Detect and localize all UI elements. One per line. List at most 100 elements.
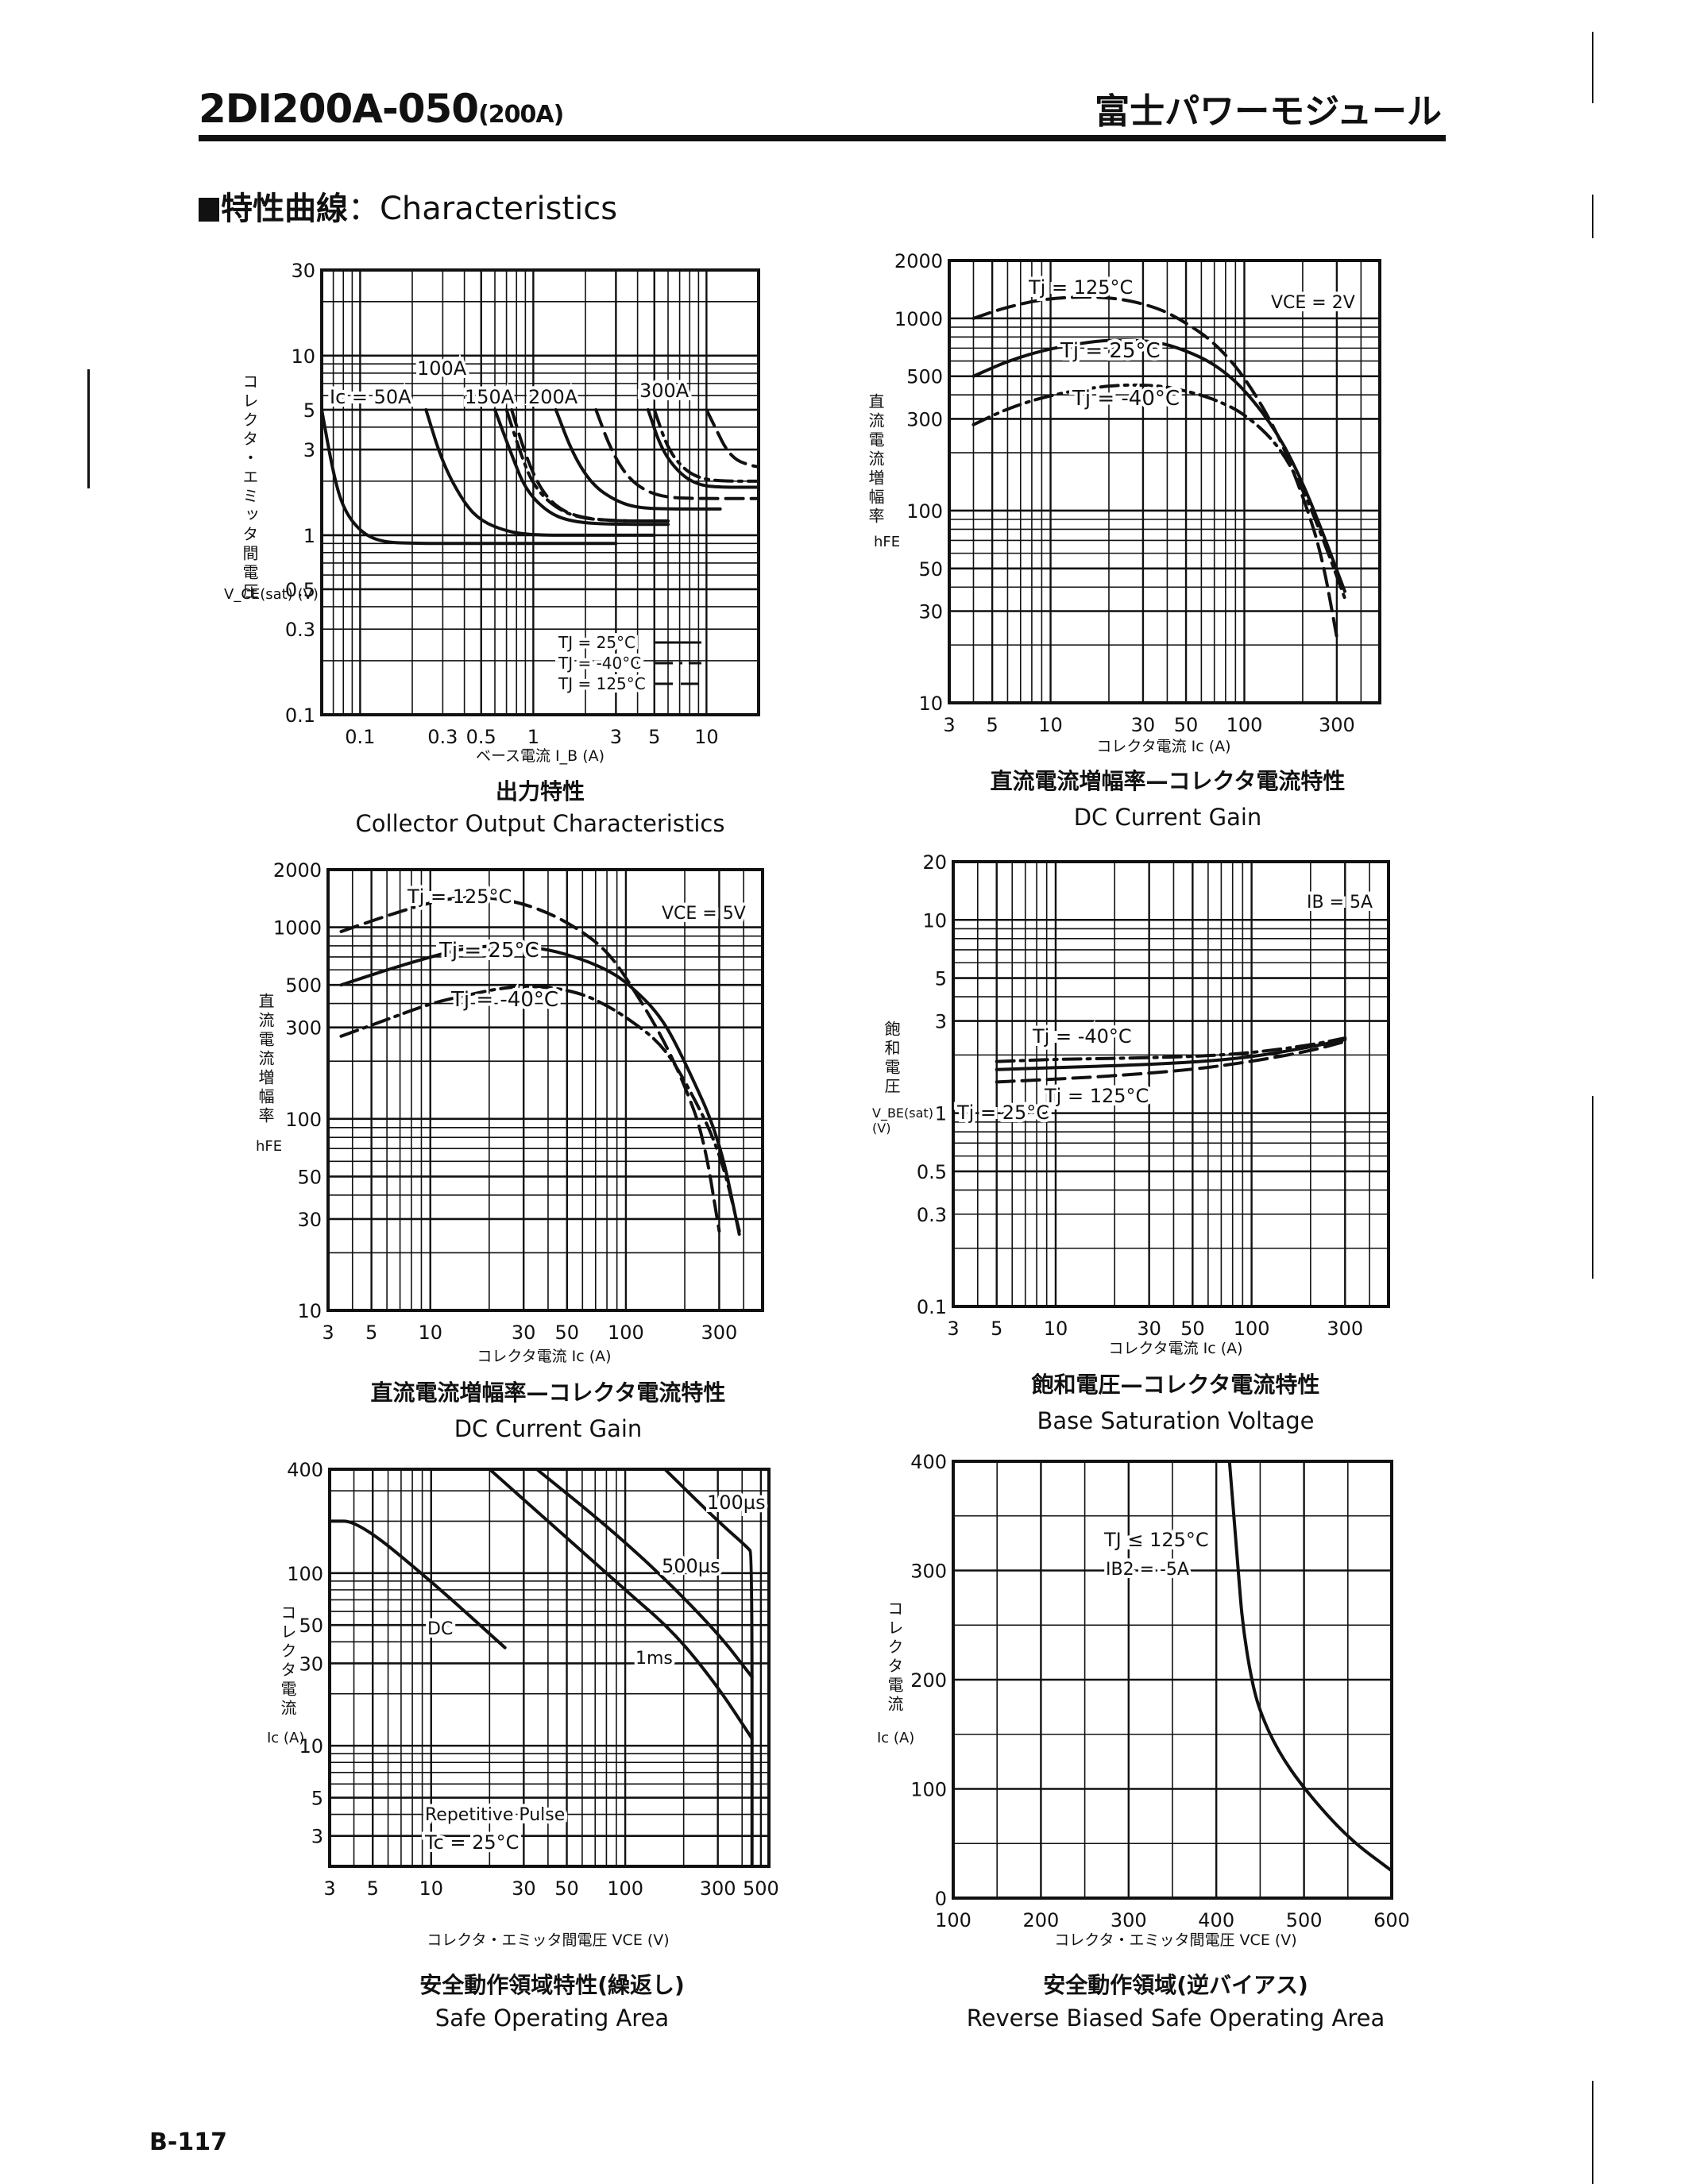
chart-annotation: 100A	[417, 357, 467, 380]
x-axis-label: コレクタ電流 Ic (A)	[1108, 1340, 1243, 1357]
y-tick-label: 30	[299, 1653, 323, 1675]
chart-annotation: 1ms	[635, 1649, 673, 1669]
y-tick-label: 3	[935, 1011, 947, 1033]
scan-edge-mark	[1592, 1096, 1593, 1279]
chart-svg: 3 5 10 30 50 100 300 10 30 50 100 300 500 1000 2000 Tj …	[273, 859, 764, 1344]
x-tick-label: 3	[947, 1318, 959, 1340]
x-axis-label: コレクタ・エミッタ間電圧 VCE (V)	[427, 1931, 670, 1949]
chart-title-jp: 直流電流増幅率—コレクタ電流特性	[370, 1379, 726, 1406]
data-series	[594, 407, 760, 500]
y-axis-label-jp: コレクタ・エミッタ間電圧	[240, 373, 259, 602]
chart-annotation: Tj = -40°C	[450, 988, 558, 1012]
plot-frame	[948, 259, 1381, 704]
section-heading: 特性曲線：Characteristics	[199, 183, 617, 229]
x-axis-label: コレクタ電流 Ic (A)	[477, 1348, 612, 1365]
y-tick-label: 10	[918, 693, 943, 715]
y-tick-label: 100	[285, 1109, 322, 1131]
x-tick-label: 0.5	[466, 726, 496, 748]
y-tick-label: 0.3	[285, 619, 315, 641]
y-tick-label: 300	[910, 1561, 947, 1583]
data-series	[995, 1036, 1347, 1063]
chart-annotation: Tj = -40°C	[1072, 387, 1180, 411]
x-tick-label: 500	[743, 1877, 779, 1900]
chart-annotation: Tj = 25°C	[438, 939, 539, 963]
scan-edge-mark	[1592, 195, 1593, 238]
y-tick-label: 30	[291, 260, 315, 282]
plot-frame	[326, 868, 764, 1312]
data-series	[510, 407, 670, 523]
chart-annotation: Tj = 125°C	[1044, 1085, 1149, 1107]
x-tick-label: 300	[1319, 714, 1355, 736]
x-tick-label: 500	[1286, 1909, 1323, 1931]
x-tick-label: 10	[419, 1877, 443, 1900]
chart-annotation: TJ ≤ 125°C	[1103, 1529, 1209, 1551]
chart-annotation: DC	[427, 1619, 453, 1639]
chart-svg: 3 5 10 30 50 100 300 10 30 50 100 300 500 1000 2000 Tj …	[894, 250, 1381, 736]
chart-annotation: 200A	[528, 386, 578, 408]
x-tick-label: 50	[1174, 714, 1199, 736]
x-tick-label: 100	[1234, 1318, 1270, 1340]
data-series	[1227, 1460, 1393, 1873]
chart-annotation: IB2 = -5A	[1106, 1560, 1189, 1580]
chart-annotation: Tj = -40°C	[1032, 1025, 1132, 1048]
y-tick-label: 100	[910, 1779, 947, 1801]
data-series	[995, 1040, 1347, 1084]
y-axis-label: Ic (A)	[877, 1730, 915, 1746]
x-tick-label: 5	[365, 1322, 377, 1344]
x-tick-label: 300	[700, 1877, 736, 1900]
y-tick-label: 50	[297, 1166, 322, 1188]
chart-annotation: TJ = -40°C	[558, 654, 641, 673]
chart-annotation: VCE = 5V	[662, 904, 746, 924]
data-series	[320, 407, 618, 546]
chart-annotation: Tj = 125°C	[407, 886, 512, 908]
y-axis-label-jp: 飽和電圧	[882, 1021, 901, 1097]
x-tick-label: 50	[1180, 1318, 1205, 1340]
data-series	[554, 407, 722, 511]
x-tick-label: 30	[512, 1877, 536, 1900]
brand-title: 富士パワーモジュール	[1095, 91, 1442, 132]
x-tick-label: 3	[943, 714, 955, 736]
scan-edge-mark	[87, 369, 90, 488]
y-tick-label: 400	[287, 1459, 323, 1481]
y-tick-label: 1	[303, 525, 315, 547]
grid	[952, 1460, 1393, 1900]
x-tick-label: 600	[1373, 1909, 1410, 1931]
x-tick-label: 200	[1022, 1909, 1059, 1931]
y-tick-label: 0.3	[917, 1204, 947, 1226]
data-series	[971, 383, 1346, 600]
header-rule	[199, 135, 1446, 141]
x-tick-label: 10	[694, 726, 719, 748]
model-number: 2DI200A-050(200A)	[199, 86, 564, 132]
y-tick-label: 400	[910, 1451, 947, 1473]
y-tick-label: 1000	[273, 917, 322, 940]
section-title-en: Characteristics	[380, 191, 618, 227]
chart-title-jp: 出力特性	[495, 778, 585, 805]
y-tick-label: 100	[287, 1563, 323, 1585]
x-tick-label: 1	[527, 726, 539, 748]
chart-annotation: 150A	[465, 386, 515, 408]
y-tick-label: 0.1	[285, 704, 315, 727]
y-tick-label: 3	[311, 1826, 323, 1848]
chart-annotation: TJ = 125°C	[558, 674, 646, 693]
chart-svg: 3 5 10 30 50 100 300 0.1 0.3 0.5 1 3 5 10 20 IB = 5A Tj …	[917, 851, 1390, 1340]
x-axis-label: ベース電流 I_B (A)	[475, 747, 605, 765]
y-tick-label: 10	[291, 345, 315, 368]
y-tick-label: 10	[299, 1735, 323, 1758]
page-number: B-117	[149, 2128, 227, 2156]
y-axis-label: V_CE(sat) (V)	[224, 586, 319, 603]
x-tick-label: 5	[367, 1877, 379, 1900]
data-series	[504, 407, 670, 523]
data-series	[328, 1519, 507, 1650]
section-title-jp: 特性曲線	[221, 191, 348, 227]
chart-title: Collector Output Characteristics	[355, 810, 725, 837]
chart-title: DC Current Gain	[1073, 804, 1262, 831]
y-tick-label: 5	[311, 1788, 323, 1810]
y-axis-label-jp: コレクタ電流	[278, 1604, 297, 1719]
y-tick-label: 300	[285, 1017, 322, 1040]
y-tick-label: 20	[922, 851, 947, 874]
x-axis-label: コレクタ電流 Ic (A)	[1096, 738, 1231, 755]
section-separator: ：	[348, 191, 380, 227]
y-tick-label: 0.1	[917, 1296, 947, 1318]
x-tick-label: 10	[418, 1322, 442, 1344]
